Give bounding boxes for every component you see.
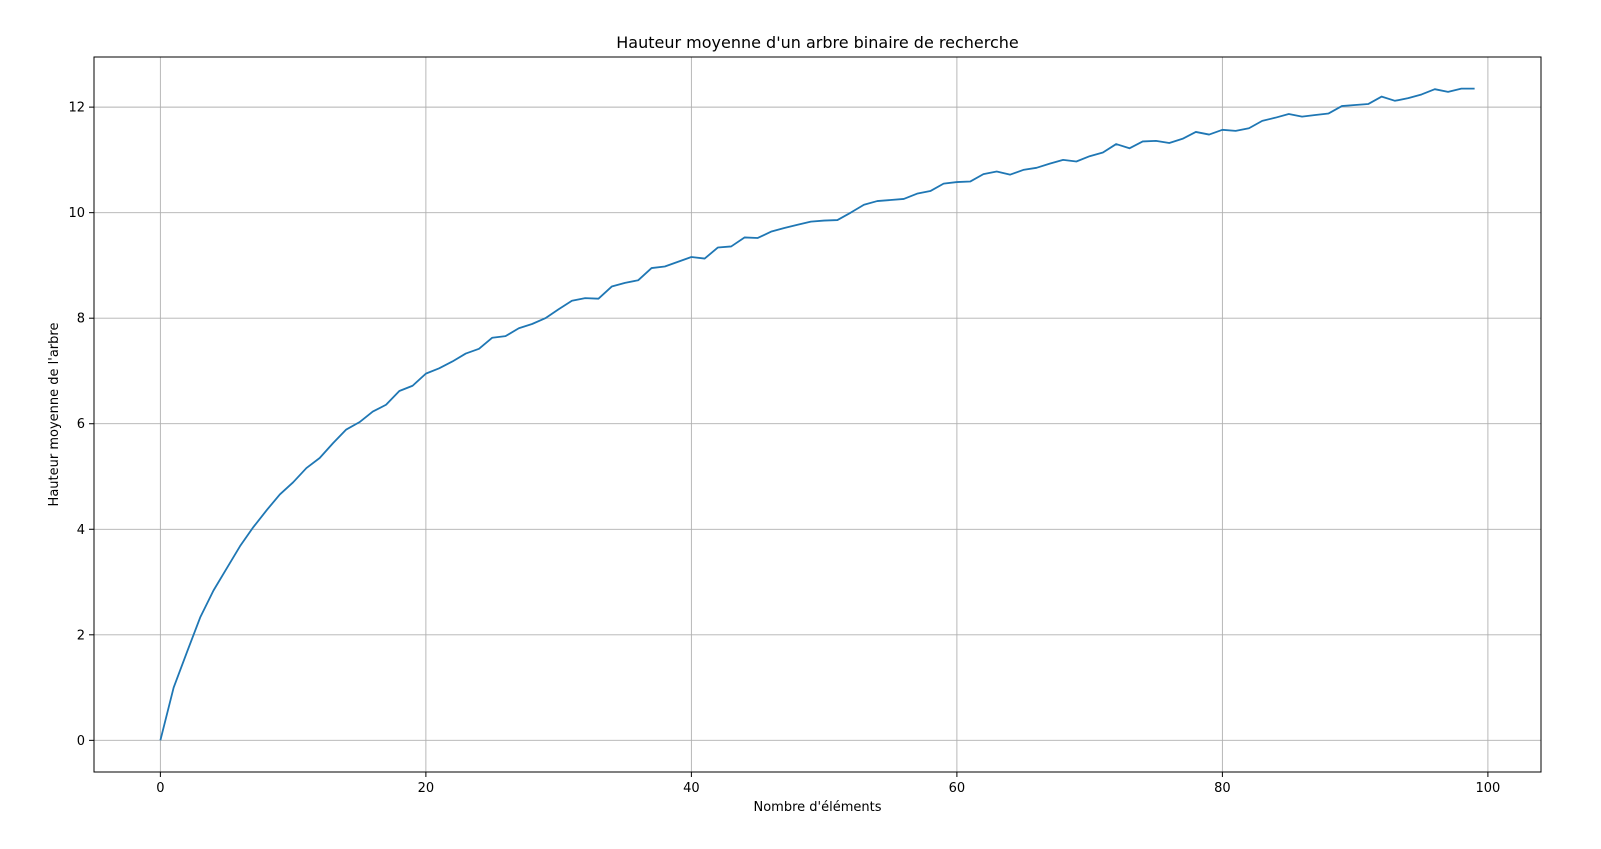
x-tick-label: 20 xyxy=(418,781,435,796)
x-tick-label: 60 xyxy=(949,781,966,796)
y-tick-label: 4 xyxy=(77,523,85,538)
grid-lines xyxy=(94,57,1541,772)
x-axis-ticks: 0 20 40 60 80 100 xyxy=(156,772,1500,796)
x-tick-label: 80 xyxy=(1214,781,1231,796)
chart-title: Hauteur moyenne d'un arbre binaire de re… xyxy=(616,33,1019,52)
x-tick-label: 0 xyxy=(156,781,164,796)
plot-frame xyxy=(93,56,1542,773)
series-line xyxy=(159,87,1475,741)
y-tick-label: 12 xyxy=(68,101,85,116)
x-tick-label: 40 xyxy=(683,781,700,796)
y-axis-title: Hauteur moyenne de l'arbre xyxy=(47,323,62,507)
y-tick-label: 8 xyxy=(77,312,85,327)
x-tick-label: 100 xyxy=(1475,781,1500,796)
data-series xyxy=(159,87,1475,741)
x-axis-title: Nombre d'éléments xyxy=(754,800,882,815)
y-tick-label: 0 xyxy=(77,734,85,749)
y-tick-label: 10 xyxy=(68,206,85,221)
y-tick-label: 6 xyxy=(77,417,85,432)
y-tick-label: 2 xyxy=(77,628,85,643)
y-axis-ticks: 0 2 4 6 8 10 12 xyxy=(68,101,94,749)
